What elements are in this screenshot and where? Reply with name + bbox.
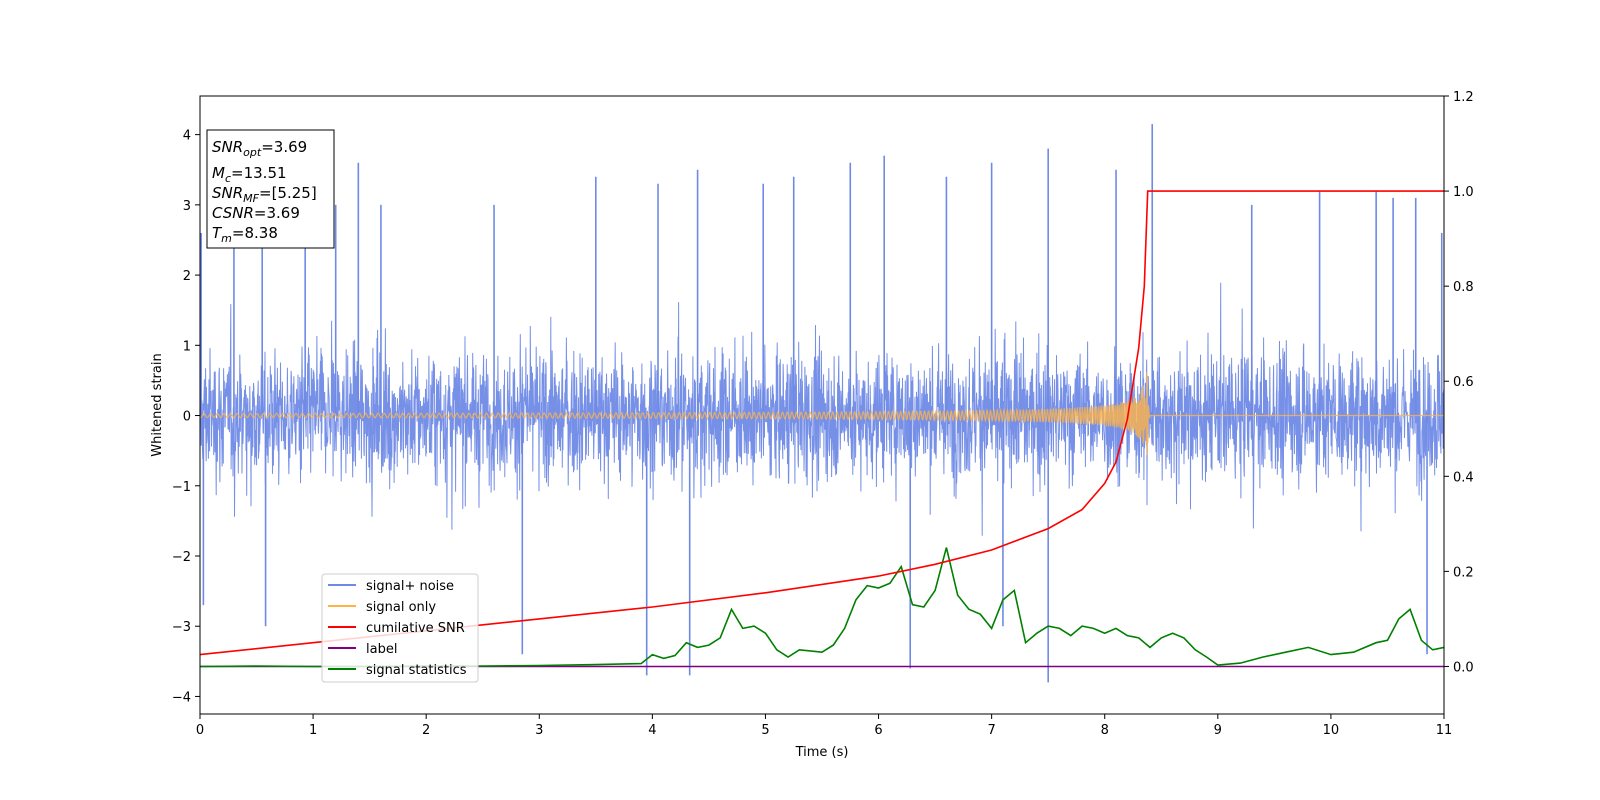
plot-area bbox=[200, 124, 1444, 683]
x-tick-label: 4 bbox=[648, 723, 656, 738]
y-tick-label: −2 bbox=[172, 550, 191, 565]
series-signal-only bbox=[200, 372, 1444, 456]
legend-label-label: label bbox=[366, 642, 397, 657]
y2-tick-label: 1.0 bbox=[1453, 185, 1474, 200]
x-axis-label: Time (s) bbox=[795, 745, 849, 760]
y-axis-label: Whitened strain bbox=[150, 353, 165, 456]
x-tick-label: 5 bbox=[761, 723, 769, 738]
legend-label-signal-statistics: signal statistics bbox=[366, 663, 467, 678]
y2-tick-label: 1.2 bbox=[1453, 90, 1474, 105]
annotation-box: SNRopt=3.69 Mc=13.51 SNRMF=[5.25] CSNR=3… bbox=[206, 129, 335, 249]
series-signal-noise bbox=[200, 282, 1444, 536]
y-tick-label: −3 bbox=[172, 620, 191, 635]
legend-label-cumulative-snr: cumilative SNR bbox=[366, 621, 465, 636]
x-tick-label: 11 bbox=[1436, 723, 1453, 738]
y-tick-label: 2 bbox=[183, 269, 191, 284]
y-tick-label: −4 bbox=[172, 690, 191, 705]
axis-ticks: 0 1 2 3 4 5 6 7 8 9 10 11 −4 −3 −2 −1 0 1 2 3 4 0.0 0.2 0.4 0.6 0… bbox=[172, 90, 1474, 738]
y2-tick-label: 0.8 bbox=[1453, 280, 1474, 295]
y-tick-label: 4 bbox=[183, 129, 191, 144]
x-tick-label: 8 bbox=[1101, 723, 1109, 738]
x-tick-label: 10 bbox=[1323, 723, 1340, 738]
x-tick-label: 2 bbox=[422, 723, 430, 738]
y-tick-label: 0 bbox=[183, 410, 191, 425]
y2-tick-label: 0.6 bbox=[1453, 375, 1474, 390]
legend-label-signal-noise: signal+ noise bbox=[366, 579, 454, 594]
annotation-tm: Tm=8.38 bbox=[212, 224, 278, 245]
x-tick-label: 1 bbox=[309, 723, 317, 738]
annotation-mc: Mc=13.51 bbox=[212, 164, 287, 185]
x-tick-label: 7 bbox=[987, 723, 995, 738]
y-tick-label: 1 bbox=[183, 339, 191, 354]
annotation-csnr: CSNR=3.69 bbox=[212, 204, 300, 222]
series-cumulative-snr bbox=[200, 190, 1444, 656]
x-tick-label: 3 bbox=[535, 723, 543, 738]
y2-tick-label: 0.0 bbox=[1453, 660, 1474, 675]
legend-label-signal-only: signal only bbox=[366, 600, 436, 615]
x-tick-label: 6 bbox=[874, 723, 882, 738]
y-tick-label: 3 bbox=[183, 199, 191, 214]
legend: signal+ noise signal only cumilative SNR… bbox=[321, 573, 479, 683]
x-tick-label: 9 bbox=[1214, 723, 1222, 738]
y2-tick-label: 0.2 bbox=[1453, 565, 1474, 580]
annotation-snr-opt: SNRopt=3.69 bbox=[212, 138, 307, 159]
annotation-snr-mf: SNRMF=[5.25] bbox=[212, 184, 317, 205]
y-tick-label: −1 bbox=[172, 480, 191, 495]
axes-frame bbox=[199, 95, 1445, 715]
series-signal-statistics bbox=[200, 547, 1444, 668]
y2-tick-label: 0.4 bbox=[1453, 470, 1474, 485]
x-tick-label: 0 bbox=[196, 723, 204, 738]
